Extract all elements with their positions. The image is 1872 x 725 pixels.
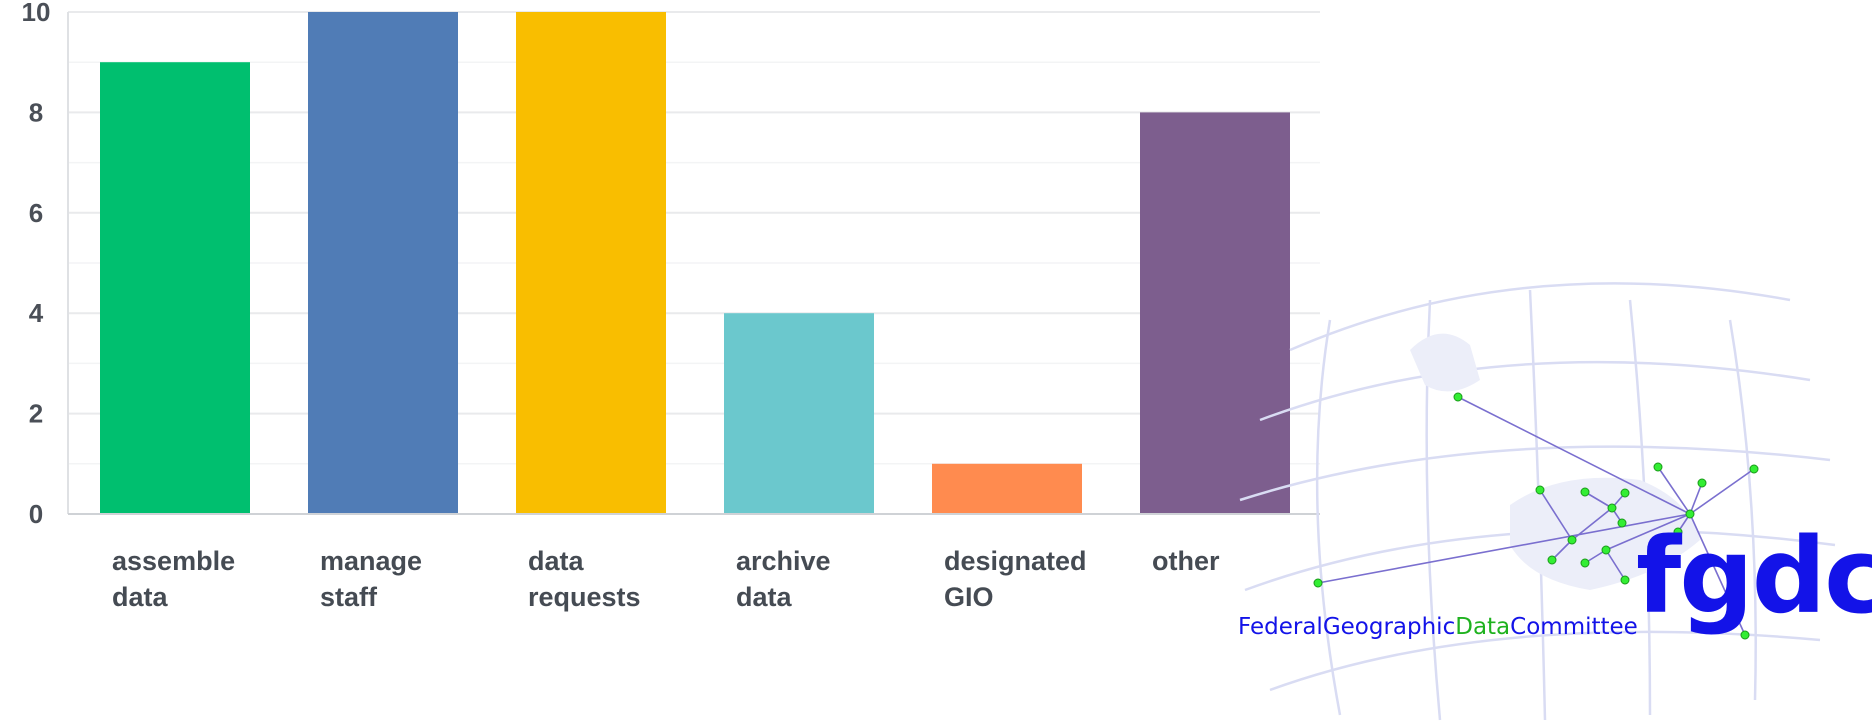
x-axis-labels: assemble data manage staff data requests archi…	[112, 546, 1220, 612]
y-tick-label: 10	[22, 0, 51, 27]
x-tick-label: assemble data	[112, 546, 235, 612]
y-axis-ticks: 0 2 4 6 8 10	[22, 0, 51, 529]
bars	[100, 12, 1290, 515]
bar	[516, 12, 666, 514]
y-tick-label: 2	[29, 399, 43, 429]
fgdc-abbreviation: fgdc	[1636, 515, 1872, 637]
x-tick-label: data requests	[528, 546, 641, 612]
gridlines	[68, 11, 1320, 465]
x-tick-label: other	[1152, 546, 1220, 576]
bar	[1140, 112, 1290, 515]
y-tick-label: 8	[29, 97, 43, 127]
bar	[100, 62, 250, 514]
x-tick-label: archive data	[736, 546, 831, 612]
y-tick-label: 4	[29, 298, 44, 328]
fgdc-full-name: FederalGeographicDataCommittee	[1238, 614, 1638, 640]
name-part-federal: Federal	[1238, 614, 1323, 640]
name-part-geographic: Geographic	[1323, 614, 1455, 640]
fgdc-logo: fgdc FederalGeographicDataCommittee	[1238, 282, 1872, 721]
bar	[932, 463, 1082, 514]
y-tick-label: 6	[29, 198, 43, 228]
bar	[308, 12, 458, 514]
x-tick-label: manage staff	[320, 546, 422, 612]
network-lines	[1317, 396, 1755, 636]
bar	[724, 313, 874, 514]
name-part-committee: Committee	[1510, 614, 1638, 640]
x-tick-label: designated GIO	[944, 546, 1087, 612]
name-part-data: Data	[1455, 614, 1510, 640]
network-nodes	[1313, 392, 1759, 640]
y-tick-label: 0	[29, 499, 43, 529]
